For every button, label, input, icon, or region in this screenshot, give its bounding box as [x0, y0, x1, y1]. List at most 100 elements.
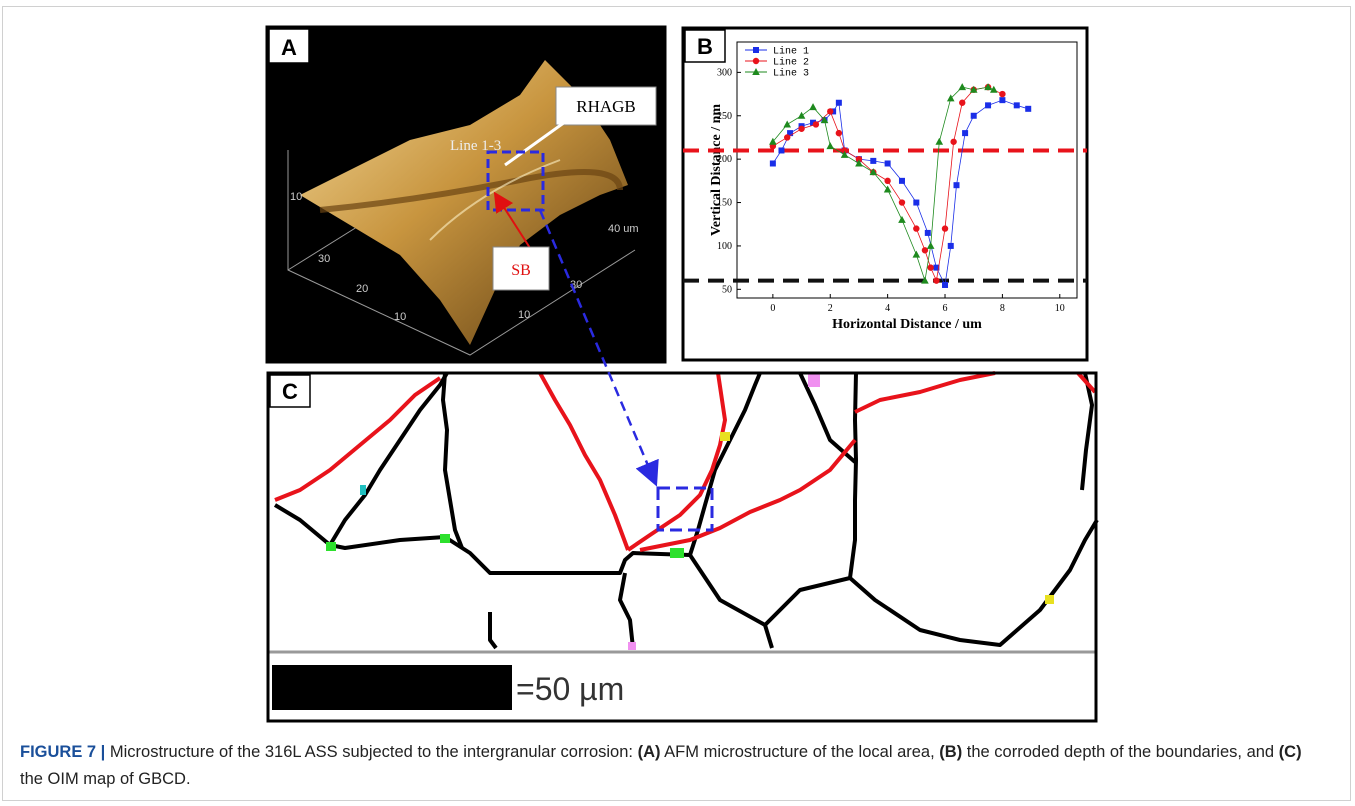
- marker: [933, 264, 940, 271]
- marker: [778, 147, 785, 154]
- marker: [798, 125, 805, 132]
- caption-text: AFM microstructure of the local area,: [664, 743, 935, 761]
- plot-area: [736, 41, 1078, 299]
- axis-label: 10: [290, 191, 302, 203]
- x-tick-label: 2: [828, 303, 833, 314]
- y-tick-label: 50: [722, 284, 732, 295]
- marker: [835, 129, 843, 137]
- marker: [942, 281, 949, 288]
- caption-text: Microstructure of the 316L ASS subjected…: [109, 743, 633, 761]
- marker: [752, 68, 760, 75]
- axis-label: 10: [394, 311, 406, 323]
- axis-label: 30: [318, 253, 330, 265]
- marker: [985, 102, 992, 109]
- x-tick-label: 8: [1000, 303, 1005, 314]
- marker: [783, 120, 792, 128]
- y-axis-title: Vertical Distance / nm: [709, 104, 724, 236]
- x-axis-title: Horizontal Distance / um: [832, 317, 982, 332]
- marker: [884, 160, 891, 167]
- caption-text: the corroded depth of the boundaries, an…: [966, 743, 1275, 761]
- axis-label: 20: [356, 283, 368, 295]
- afm-axes: [287, 150, 636, 356]
- marker: [970, 112, 977, 119]
- marker: [953, 182, 960, 189]
- y-tick-label: 200: [717, 154, 732, 165]
- marker: [926, 241, 935, 249]
- marker: [912, 250, 921, 258]
- panel-a: RHAGB Line 1-3 SB 10 30 20 10 30 10 40 u…: [265, 25, 667, 364]
- marker: [913, 225, 920, 232]
- marker: [820, 116, 829, 124]
- marker: [827, 108, 834, 115]
- marker: [924, 229, 931, 236]
- caption: FIGURE 7 | Microstructure of the 316L AS…: [20, 739, 1320, 793]
- marker: [984, 83, 992, 91]
- x-tick-label: 4: [885, 303, 890, 314]
- marker: [950, 138, 957, 145]
- marker: [841, 147, 848, 154]
- caption-label: FIGURE 7 |: [20, 743, 106, 761]
- marker: [809, 103, 817, 111]
- afm-axis-labels: 10 30 20 10 30 10 40 um: [290, 191, 639, 323]
- marker: [752, 57, 760, 65]
- x-tick-label: 6: [943, 303, 948, 314]
- marker: [826, 142, 835, 150]
- marker: [958, 83, 967, 91]
- annotation: SB: [511, 262, 531, 279]
- marker: [784, 134, 791, 141]
- legend-label: Line 1: [773, 46, 809, 58]
- marker: [855, 159, 863, 167]
- y-tick-label: 100: [717, 241, 732, 252]
- marker: [753, 47, 759, 53]
- marker: [999, 90, 1006, 98]
- marker: [913, 199, 920, 206]
- marker: [1025, 105, 1032, 112]
- marker: [927, 264, 934, 271]
- scale-label: =50 µm: [516, 671, 624, 707]
- marker: [884, 177, 891, 185]
- figure: RHAGB Line 1-3 SB 10 30 20 10 30 10 40 u…: [265, 25, 1099, 723]
- marker: [810, 119, 817, 126]
- marker: [947, 242, 954, 249]
- marker: [898, 177, 905, 184]
- panel-label: B: [697, 34, 713, 59]
- panel-b: B Horizontal Distance / um Vertical Dist…: [681, 26, 1089, 362]
- marker: [898, 215, 906, 223]
- caption-ref: (B): [939, 743, 963, 761]
- marker: [769, 160, 776, 167]
- marker: [921, 247, 929, 254]
- y-tick-label: 300: [717, 67, 732, 78]
- marker: [962, 130, 969, 137]
- marker: [941, 225, 949, 232]
- grain-boundaries: [273, 371, 1099, 650]
- marker: [797, 111, 806, 119]
- annotation: Line 1-3: [450, 138, 501, 154]
- marker: [969, 85, 978, 93]
- marker: [1013, 102, 1020, 109]
- marker: [933, 277, 940, 284]
- marker: [840, 150, 849, 158]
- boundary-dots: [326, 373, 1054, 650]
- marker: [855, 155, 863, 163]
- marker: [989, 85, 998, 93]
- y-tick-label: 150: [717, 198, 732, 209]
- marker: [769, 137, 777, 145]
- legend-label: Line 3: [773, 68, 809, 80]
- axis-label: 10: [518, 309, 530, 321]
- marker: [787, 130, 794, 137]
- marker: [812, 121, 820, 128]
- figure-frame: [2, 6, 1351, 801]
- marker: [946, 94, 955, 102]
- marker: [935, 137, 944, 145]
- caption-ref: (A): [637, 743, 661, 761]
- link-arrow: [538, 209, 659, 487]
- marker: [835, 99, 842, 106]
- x-tick-label: 10: [1055, 303, 1065, 314]
- axis-label: 40 um: [608, 223, 639, 235]
- caption-text: the OIM map of GBCD.: [20, 770, 191, 788]
- marker: [921, 276, 929, 284]
- afm-surface: [300, 60, 628, 345]
- caption-ref: (C): [1278, 743, 1302, 761]
- panel-label: C: [282, 379, 298, 404]
